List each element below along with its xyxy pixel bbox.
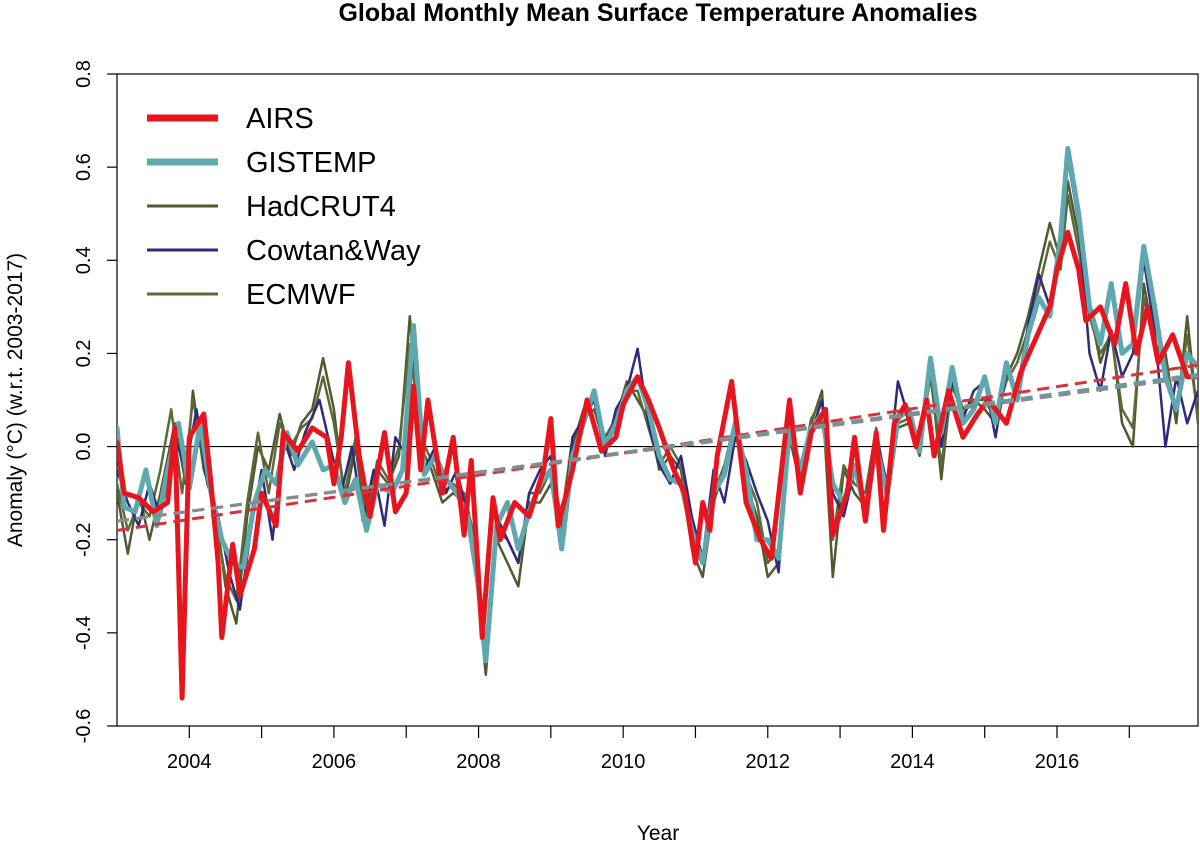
y-tick-label: -0.4 [73, 616, 95, 650]
y-axis-label: Anomaly (°C) (w.r.t. 2003-2017) [4, 253, 27, 547]
x-tick-label: 2016 [1035, 751, 1080, 773]
x-tick-label: 2012 [746, 751, 791, 773]
x-tick-label: 2008 [456, 751, 501, 773]
x-axis-label: Year [637, 822, 679, 845]
x-axis: 2004 2006 2008 2010 2012 2014 2016 [167, 726, 1130, 773]
series-line-cowtan-way [117, 156, 1198, 653]
x-tick-label: 2004 [167, 751, 212, 773]
legend-label: Cowtan&Way [246, 235, 421, 267]
legend-label: ECMWF [246, 279, 356, 311]
plot-frame [116, 73, 1199, 727]
y-tick-label: -0.2 [73, 522, 95, 556]
trend-line-hadcrut4-trend [117, 375, 1198, 523]
y-tick-label: 0.2 [73, 340, 95, 368]
series-line-airs [117, 229, 1198, 701]
series-line-gistemp [117, 146, 1198, 664]
legend: AIRS GISTEMP HadCRUT4 Cowtan&Way ECMWF [147, 103, 421, 311]
x-tick-label: 2006 [312, 751, 357, 773]
series-group [117, 146, 1198, 701]
legend-label: GISTEMP [246, 147, 377, 179]
x-tick-label: 2010 [601, 751, 646, 773]
y-tick-label: -0.6 [73, 709, 95, 743]
y-tick-label: 0.8 [73, 60, 95, 88]
y-tick-label: 0.6 [73, 153, 95, 181]
y-tick-label: 0.4 [73, 246, 95, 274]
legend-label: HadCRUT4 [246, 191, 396, 223]
plot-area [116, 73, 1199, 727]
y-axis: -0.6 -0.4 -0.2 0.0 0.2 0.4 0.6 0.8 [73, 60, 117, 743]
legend-label: AIRS [246, 103, 314, 135]
x-tick-label: 2014 [890, 751, 935, 773]
trend-line-airs-trend [117, 363, 1198, 532]
chart-title: Global Monthly Mean Surface Temperature … [338, 0, 977, 27]
y-tick-label: 0.0 [73, 433, 95, 461]
